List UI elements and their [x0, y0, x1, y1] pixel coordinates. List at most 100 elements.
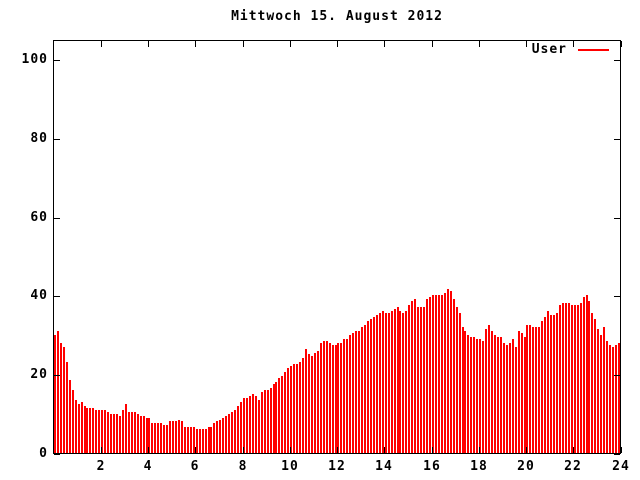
y-tick-right — [614, 139, 620, 140]
bar — [213, 423, 215, 453]
bar — [435, 295, 437, 453]
bar — [258, 400, 260, 453]
y-tick-label: 100 — [21, 52, 48, 67]
bar — [249, 396, 251, 453]
bar — [95, 410, 97, 453]
bar — [302, 358, 304, 453]
bar — [287, 368, 289, 453]
x-tick-label: 2 — [96, 459, 106, 474]
bar — [361, 327, 363, 453]
bar — [273, 384, 275, 453]
bar — [240, 402, 242, 453]
y-tick-label: 0 — [39, 446, 48, 461]
x-tick — [384, 447, 385, 453]
bar — [178, 420, 180, 453]
bar — [456, 307, 458, 453]
y-tick — [54, 375, 60, 376]
bar — [473, 337, 475, 453]
bar — [60, 343, 62, 453]
bar — [154, 423, 156, 453]
y-tick-label: 60 — [30, 210, 48, 225]
bar — [89, 408, 91, 453]
bar — [216, 421, 218, 453]
bar — [122, 410, 124, 453]
x-tick-label: 16 — [423, 459, 441, 474]
bar — [600, 335, 602, 453]
legend-line-sample — [578, 49, 609, 51]
bar — [246, 398, 248, 453]
bar — [107, 412, 109, 453]
bar — [467, 335, 469, 453]
bar — [529, 325, 531, 453]
x-tick-top — [479, 41, 480, 47]
y-tick — [54, 296, 60, 297]
x-tick-top — [526, 41, 527, 47]
bar — [586, 295, 588, 453]
bar — [597, 329, 599, 453]
bar — [160, 423, 162, 453]
bar — [255, 396, 257, 453]
y-tick-right — [614, 454, 620, 455]
bar — [535, 327, 537, 453]
bar — [148, 418, 150, 453]
bar — [553, 315, 555, 453]
bar — [222, 418, 224, 453]
bar — [110, 414, 112, 453]
bar — [290, 366, 292, 453]
x-tick-top — [337, 41, 338, 47]
bar — [78, 404, 80, 453]
x-tick-label: 4 — [143, 459, 153, 474]
bar — [399, 311, 401, 453]
bar — [532, 327, 534, 453]
bar — [550, 315, 552, 453]
x-tick-label: 14 — [375, 459, 393, 474]
bar — [63, 347, 65, 453]
bar — [470, 337, 472, 453]
chart-title: Mittwoch 15. August 2012 — [231, 9, 443, 24]
bar — [157, 423, 159, 453]
bar — [518, 331, 520, 453]
y-tick-label: 20 — [30, 367, 48, 382]
bar — [337, 343, 339, 453]
y-tick — [54, 60, 60, 61]
bar — [447, 289, 449, 453]
bar — [264, 390, 266, 453]
bar — [503, 343, 505, 453]
bar — [54, 335, 56, 453]
bar — [92, 408, 94, 453]
bar — [335, 345, 337, 453]
x-tick-label: 10 — [281, 459, 299, 474]
bar — [500, 337, 502, 453]
y-tick-right — [614, 375, 620, 376]
bar — [252, 394, 254, 453]
bar — [583, 297, 585, 453]
x-tick-top — [432, 41, 433, 47]
bar — [574, 305, 576, 453]
bar — [270, 388, 272, 453]
y-tick — [54, 454, 60, 455]
x-tick-top — [243, 41, 244, 47]
x-tick — [243, 447, 244, 453]
bar — [311, 356, 313, 453]
bar — [408, 305, 410, 453]
bar — [205, 429, 207, 453]
bar — [284, 372, 286, 453]
bar — [580, 303, 582, 453]
bar — [98, 410, 100, 453]
bar — [603, 327, 605, 453]
bar — [594, 319, 596, 453]
bar — [358, 331, 360, 453]
bar — [521, 333, 523, 453]
bar — [538, 327, 540, 453]
y-tick — [54, 218, 60, 219]
bar — [326, 341, 328, 453]
bar — [397, 307, 399, 453]
bar — [618, 343, 620, 453]
x-tick-label: 8 — [238, 459, 248, 474]
bar — [202, 429, 204, 453]
bar — [485, 329, 487, 453]
bar — [184, 427, 186, 453]
bar — [84, 406, 86, 453]
bar — [556, 313, 558, 453]
